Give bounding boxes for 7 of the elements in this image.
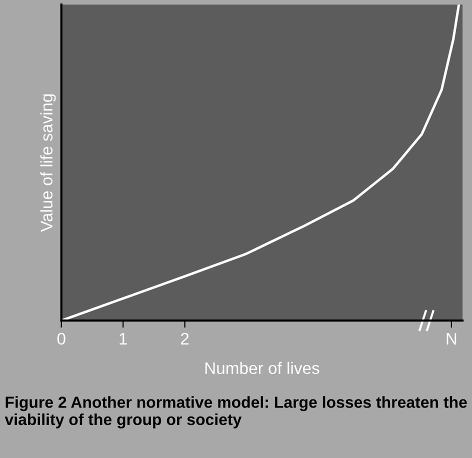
x-tick-label: 0 <box>57 332 66 345</box>
y-axis-title: Value of life saving <box>40 94 56 232</box>
x-tick-label: 1 <box>120 333 127 344</box>
x-tick-label: N <box>446 333 456 344</box>
x-tick-label: 2 <box>181 332 189 344</box>
caption: Figure 2 Another normative model: Large losses threaten the viability of the group or society <box>4 396 467 428</box>
x-axis-title: Number of lives <box>205 362 320 374</box>
